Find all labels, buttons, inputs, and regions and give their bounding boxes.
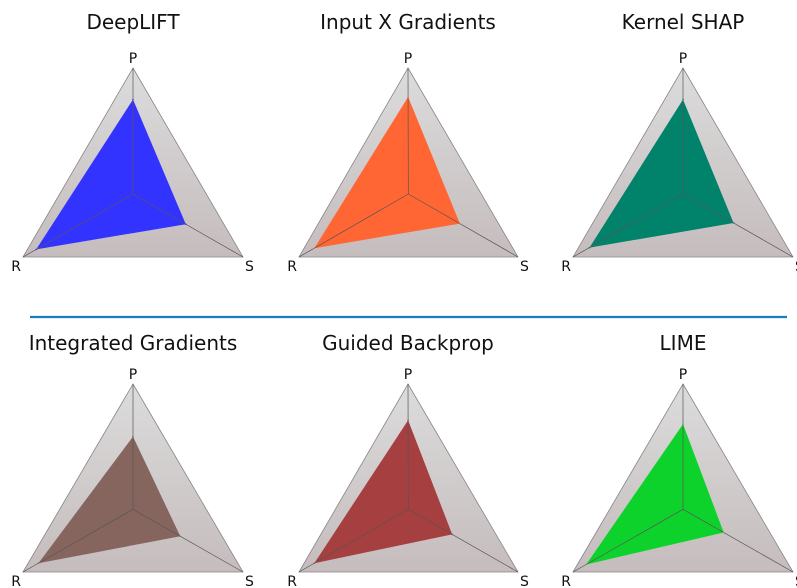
axis-label-r: R: [561, 574, 571, 588]
panel-title: Kernel SHAP: [622, 10, 745, 34]
data-area-guided-backprop: [314, 420, 453, 564]
axis-label-r: R: [561, 259, 571, 275]
axis-spoke-s: [682, 509, 794, 573]
axis-label-s: S: [520, 574, 529, 588]
axis-spoke-r: [22, 509, 134, 573]
axis-label-r: R: [11, 574, 21, 588]
axis-spoke-r: [572, 509, 684, 573]
data-point-p: [407, 96, 409, 98]
data-point-r: [37, 562, 40, 564]
panel-title: Integrated Gradients: [29, 331, 238, 355]
axis-spoke-r: [572, 193, 684, 258]
axis-label-p: P: [679, 51, 687, 67]
data-point-s: [179, 535, 182, 538]
data-point-s: [732, 222, 735, 224]
axis-label-p: P: [404, 51, 412, 67]
data-point-p: [407, 419, 409, 422]
axis-label-p: P: [404, 367, 412, 383]
axis-label-s: S: [245, 259, 254, 275]
panel-title: Guided Backprop: [322, 331, 494, 355]
data-point-r: [313, 562, 316, 564]
data-area-input-x-gradients: [314, 97, 460, 249]
axis-label-r: R: [287, 574, 297, 588]
data-point-p: [132, 98, 134, 101]
axis-label-s: S: [795, 259, 797, 275]
panel-guided-backprop: Guided Backprop P S R: [287, 331, 529, 588]
panel-title: LIME: [660, 331, 707, 355]
panel-kernel-shap: Kernel SHAP P S R: [561, 10, 797, 275]
panel-title: Input X Gradients: [320, 10, 496, 34]
axis-label-s: S: [795, 574, 797, 588]
axis-spoke-s: [408, 509, 519, 573]
axis-spoke-s: [682, 193, 794, 258]
axis-label-r: R: [11, 259, 21, 275]
data-point-s: [459, 222, 461, 225]
panel-title: DeepLIFT: [86, 10, 180, 34]
panel-lime: LIME P S R: [561, 331, 797, 588]
axis-spoke-r: [298, 509, 409, 573]
data-area-kernel-shap: [589, 99, 734, 248]
data-point-r: [588, 246, 591, 249]
data-area-integrated-gradients: [38, 436, 181, 564]
data-point-r: [585, 563, 587, 566]
data-point-s: [185, 223, 187, 225]
axis-spoke-r: [22, 193, 134, 258]
axis-label-p: P: [129, 367, 137, 383]
data-point-s: [451, 533, 454, 536]
panel-deeplift: DeepLIFT P S R: [11, 10, 254, 275]
data-point-p: [132, 435, 134, 438]
data-point-p: [682, 98, 684, 101]
axis-spoke-s: [132, 509, 244, 573]
axis-spoke-s: [408, 193, 519, 258]
axis-label-s: S: [520, 259, 529, 275]
data-point-p: [682, 423, 684, 425]
data-area-lime: [586, 424, 724, 565]
data-point-r: [313, 247, 316, 249]
data-area-deeplift: [36, 99, 186, 250]
panel-input-x-gradients: Input X Gradients P S R: [287, 10, 529, 275]
data-point-s: [722, 531, 725, 534]
axis-label-r: R: [287, 259, 297, 275]
axis-spoke-r: [298, 193, 409, 258]
axis-spoke-s: [132, 193, 244, 258]
data-point-r: [35, 248, 37, 251]
axis-label-p: P: [679, 367, 687, 383]
axis-label-s: S: [245, 574, 254, 588]
panel-integrated-gradients: Integrated Gradients P S R: [11, 331, 254, 588]
axis-label-p: P: [129, 51, 137, 67]
